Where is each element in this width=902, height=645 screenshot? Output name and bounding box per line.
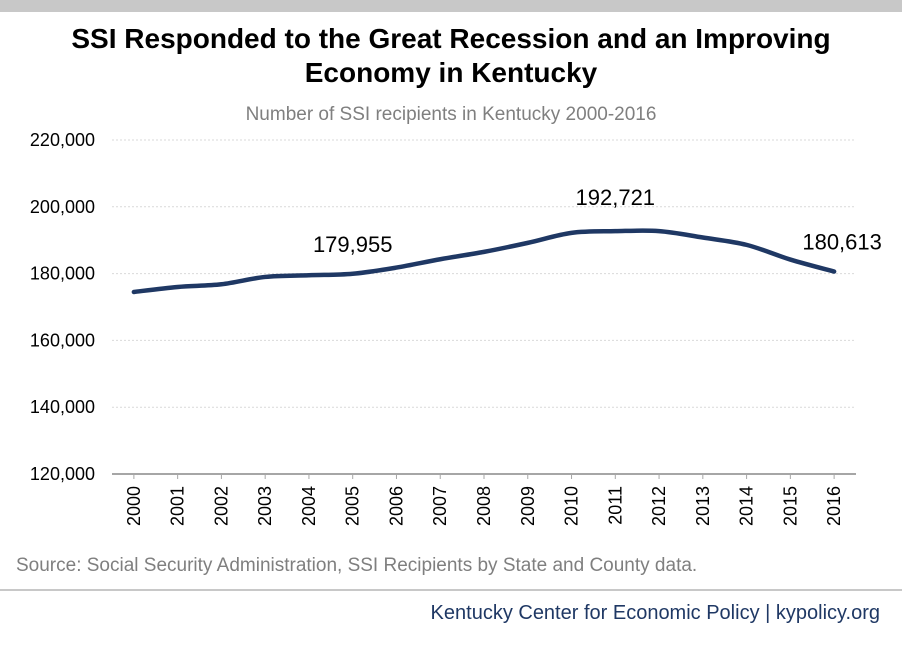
data-annotations: 179,955 192,721 180,613 <box>313 185 882 257</box>
series-line <box>131 228 837 295</box>
x-tick-label: 2002 <box>211 486 231 526</box>
x-tick-label: 2001 <box>168 486 188 526</box>
y-tick-label: 120,000 <box>30 464 95 484</box>
chart-title: SSI Responded to the Great Recession and… <box>0 22 902 90</box>
x-tick-label: 2013 <box>693 486 713 526</box>
y-tick-label: 200,000 <box>30 197 95 217</box>
x-tick-label: 2006 <box>386 486 406 526</box>
y-tick-label: 220,000 <box>30 130 95 150</box>
x-tick-label: 2005 <box>343 486 363 526</box>
x-tick-label: 2011 <box>605 486 625 525</box>
top-border-bar <box>0 0 902 12</box>
x-tick-label: 2012 <box>649 486 669 526</box>
x-tick-label: 2008 <box>474 486 494 526</box>
x-tick-label: 2016 <box>824 486 844 526</box>
series-layer <box>131 228 837 295</box>
x-tick-label: 2004 <box>299 486 319 526</box>
data-label: 192,721 <box>576 185 656 210</box>
x-tick-label: 2015 <box>780 486 800 526</box>
x-tick-label: 2003 <box>255 486 275 526</box>
data-label: 180,613 <box>802 230 882 255</box>
y-tick-label: 180,000 <box>30 264 95 284</box>
x-axis-tick-labels: 2000 2001 2002 2003 2004 2005 2006 2007 2008 2009… <box>124 474 844 526</box>
chart-title-line2: Economy in Kentucky <box>304 57 598 88</box>
x-tick-label: 2014 <box>737 486 757 526</box>
chart-subtitle: Number of SSI recipients in Kentucky 200… <box>245 104 657 125</box>
chart-title-line1: SSI Responded to the Great Recession and… <box>71 23 831 54</box>
grid-lines <box>112 139 856 408</box>
source-note: Source: Social Security Administration, … <box>16 555 698 576</box>
footer-divider <box>0 589 902 591</box>
line-chart: 120,000 140,000 160,000 180,000 200,000 220,0… <box>30 130 882 526</box>
y-tick-label: 160,000 <box>30 330 95 350</box>
x-tick-label: 2000 <box>124 486 144 526</box>
y-tick-label: 140,000 <box>30 397 95 417</box>
footer-credit: Kentucky Center for Economic Policy | ky… <box>430 602 880 624</box>
x-tick-label: 2007 <box>430 486 450 526</box>
data-label: 179,955 <box>313 232 393 257</box>
y-axis-tick-labels: 120,000 140,000 160,000 180,000 200,000 220,0… <box>30 130 95 484</box>
x-tick-label: 2010 <box>562 486 582 526</box>
x-tick-label: 2009 <box>518 486 538 526</box>
